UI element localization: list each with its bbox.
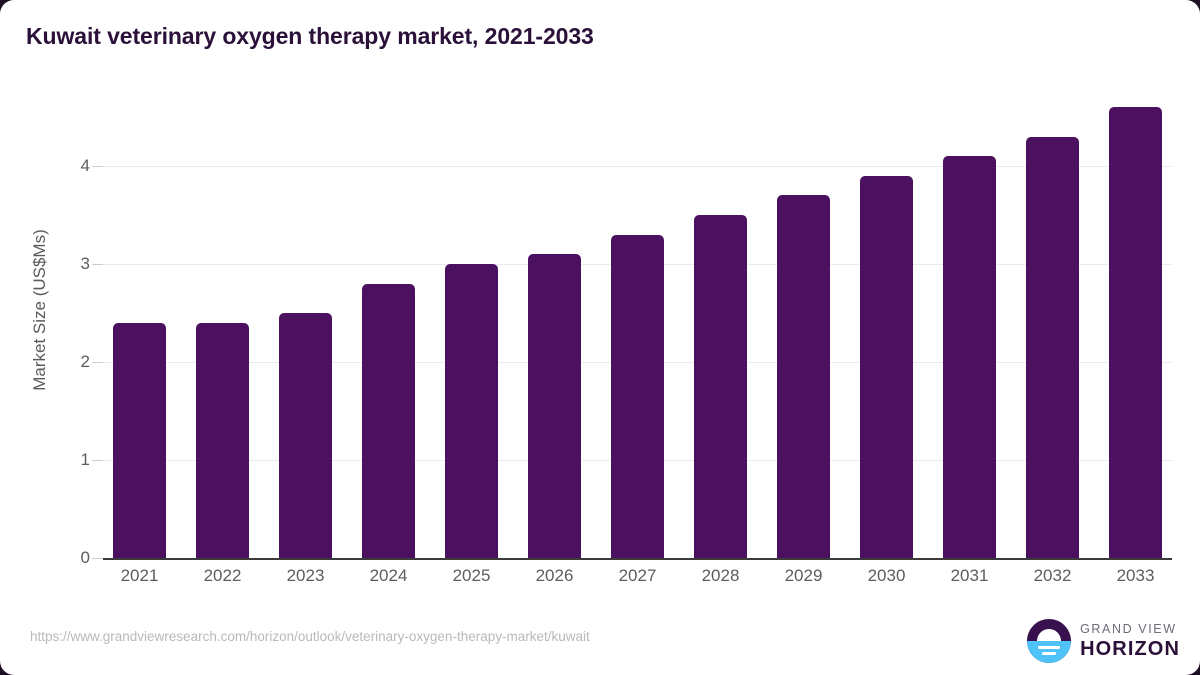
x-tick-label-2032: 2032: [1033, 566, 1072, 585]
x-tick-label-2027: 2027: [618, 566, 657, 585]
logo-dome-shape: [1037, 629, 1062, 641]
logo-wordmark: GRAND VIEW HORIZON: [1080, 623, 1180, 660]
grand-view-horizon-logo-icon: [1027, 619, 1072, 663]
bar-2032[interactable]: [1026, 136, 1079, 558]
y-tick-label: 3: [80, 254, 90, 273]
x-tick-label-2033: 2033: [1116, 566, 1155, 585]
bar-2023[interactable]: [279, 313, 332, 558]
bar-2021[interactable]: [113, 322, 166, 558]
bar-2026[interactable]: [528, 254, 581, 558]
x-axis-line: [103, 558, 1172, 560]
bar-2029[interactable]: [777, 195, 830, 558]
y-axis-title: Market Size (US$Ms): [30, 229, 49, 391]
bar-2033[interactable]: [1109, 107, 1162, 558]
x-tick-label-2022: 2022: [203, 566, 242, 585]
x-tick-label-2031: 2031: [950, 566, 989, 585]
y-tick-mark: [92, 460, 103, 461]
y-tick-label: 0: [80, 548, 90, 567]
bar-2024[interactable]: [362, 283, 415, 558]
bar-2022[interactable]: [196, 322, 249, 558]
logo-ray-lower: [1042, 652, 1057, 655]
logo-top-text: GRAND VIEW: [1080, 621, 1177, 636]
logo-ray-upper: [1038, 646, 1061, 649]
y-tick-mark: [92, 166, 103, 167]
y-tick-mark: [92, 264, 103, 265]
y-tick-label: 4: [80, 156, 90, 175]
y-tick-mark: [92, 558, 103, 559]
x-tick-label-2029: 2029: [784, 566, 823, 585]
bar-2031[interactable]: [943, 156, 996, 558]
x-tick-label-2030: 2030: [867, 566, 906, 585]
page-title: Kuwait veterinary oxygen therapy market,…: [26, 23, 594, 49]
y-tick-label: 2: [80, 352, 90, 371]
bar-2030[interactable]: [860, 175, 913, 558]
brand-logo: GRAND VIEW HORIZON: [1027, 619, 1180, 663]
x-tick-label-2025: 2025: [452, 566, 491, 585]
x-tick-label-2026: 2026: [535, 566, 574, 585]
bar-2028[interactable]: [694, 215, 747, 558]
x-tick-label-2028: 2028: [701, 566, 740, 585]
bar-2025[interactable]: [445, 264, 498, 558]
source-url-text[interactable]: https://www.grandviewresearch.com/horizo…: [30, 629, 590, 644]
x-tick-label-2021: 2021: [120, 566, 159, 585]
y-tick-mark: [92, 362, 103, 363]
x-tick-label-2023: 2023: [286, 566, 325, 585]
gridline: [103, 166, 1172, 167]
logo-bottom-text: HORIZON: [1080, 638, 1180, 661]
bar-2027[interactable]: [611, 234, 664, 558]
y-tick-label: 1: [80, 450, 90, 469]
x-tick-label-2024: 2024: [369, 566, 408, 585]
